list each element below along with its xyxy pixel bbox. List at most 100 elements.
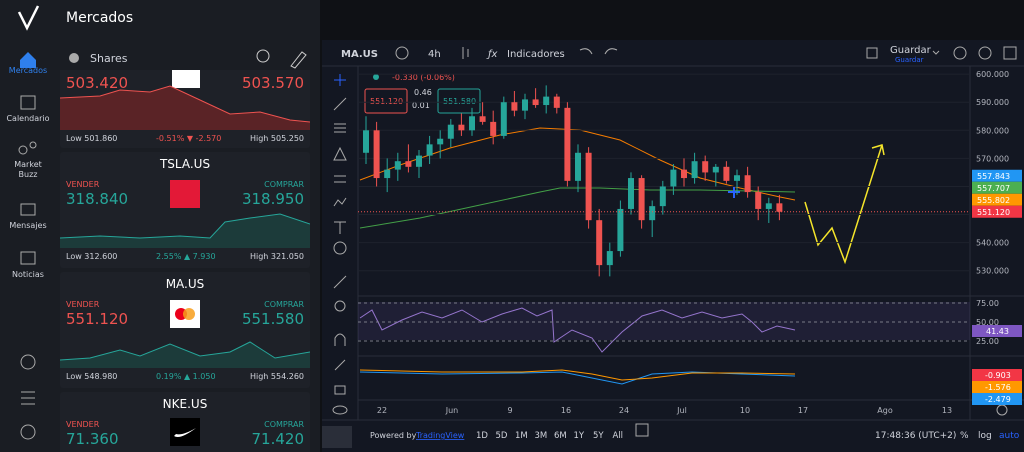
sell-price: 551.120 [370, 97, 403, 106]
nav-item[interactable]: Mensajes [9, 221, 47, 230]
candle-body [585, 152, 592, 221]
tool-magnet[interactable] [334, 333, 346, 346]
time-label: 24 [619, 406, 629, 415]
range-button[interactable]: 6M [554, 431, 567, 441]
rsi-badge-label: 41.43 [986, 327, 1009, 336]
nav-item[interactable]: Noticias [12, 270, 44, 279]
percent-toggle[interactable]: % [960, 431, 969, 441]
tool-eye[interactable] [332, 405, 348, 415]
nav-item[interactable]: Market Buzz [14, 160, 42, 179]
spread: 0.46 [414, 88, 432, 97]
tool-lock[interactable] [334, 385, 346, 395]
range-button[interactable]: 5Y [593, 431, 604, 441]
auto-toggle[interactable]: auto [999, 431, 1020, 441]
rsi-tick-label: 50.00 [976, 318, 999, 327]
tool-brush[interactable] [333, 197, 347, 207]
icon-layout[interactable] [866, 47, 878, 59]
save[interactable]: Guardar [890, 45, 932, 56]
candle-body [522, 99, 528, 111]
tool-pencil[interactable] [334, 359, 346, 371]
candle-body [490, 121, 497, 136]
range-button[interactable]: 5D [496, 431, 508, 441]
tool-line[interactable] [333, 97, 347, 111]
sell-box[interactable] [364, 88, 408, 114]
icon-calendar [20, 95, 36, 110]
candle-body [691, 161, 698, 179]
nav-item[interactable]: Calendario [6, 114, 50, 123]
icon-alert[interactable] [953, 46, 967, 60]
time-label: 9 [507, 406, 512, 415]
card[interactable]: 503.420 503.570 Low 501.860 -0.51% ▼ -2.… [60, 70, 310, 148]
tool-fib[interactable] [334, 175, 346, 183]
price-change: -0.330 (-0.06%) [392, 73, 455, 82]
icon-search[interactable] [256, 49, 270, 63]
icon-chevron[interactable] [932, 50, 940, 55]
range-button[interactable]: 1M [515, 431, 528, 441]
buy-box[interactable] [437, 88, 481, 114]
icon-candles[interactable] [462, 47, 469, 59]
sidebar: Mercados Calendario Market Buzz Mensajes… [0, 0, 56, 452]
range-button[interactable]: 1D [476, 431, 488, 441]
price-badge-label: 557.843 [977, 172, 1010, 181]
icon-edit[interactable] [290, 51, 307, 69]
range-button[interactable]: 1Y [574, 431, 585, 441]
range-button[interactable]: All [613, 431, 624, 441]
drawing-tools [332, 46, 1017, 437]
candle-body [776, 203, 783, 212]
candle-body [712, 166, 719, 173]
line [60, 85, 310, 123]
tool-ruler[interactable] [333, 275, 347, 289]
tool-cross[interactable] [334, 74, 346, 86]
icon-settings[interactable] [978, 46, 992, 60]
macd-badge-label: -1.576 [985, 383, 1011, 392]
price-badge-label: 557.707 [977, 184, 1010, 193]
time-label: 22 [377, 406, 387, 415]
macd-badge [972, 369, 1022, 381]
high: High 321.050 [249, 252, 304, 261]
candle-body [564, 107, 571, 181]
card[interactable]: TSLA.US VENDER COMPRAR 318.840 318.950 L… [60, 152, 310, 268]
candle-body [511, 102, 518, 111]
log-toggle[interactable]: log [978, 431, 992, 441]
icon-fullscreen[interactable] [1003, 46, 1017, 60]
candle-body [734, 175, 740, 181]
icon-buzz [18, 145, 28, 155]
icon-settings[interactable] [21, 391, 35, 405]
tool-emoji[interactable] [333, 241, 347, 255]
candle-body [638, 178, 645, 221]
icon-add[interactable] [395, 46, 409, 60]
tool-pattern[interactable] [333, 146, 347, 161]
brand-link[interactable]: TradingView [415, 431, 465, 440]
card[interactable]: MA.US VENDER COMPRAR 551.120 551.580 Low… [60, 272, 310, 388]
icon-undo[interactable] [579, 48, 618, 55]
tool-lines[interactable] [334, 123, 346, 133]
low: Low 312.600 [66, 252, 118, 261]
collapse-button[interactable] [322, 426, 352, 448]
icon-help[interactable] [20, 424, 36, 440]
chart-bg [322, 40, 1024, 452]
price-tick-label: 540.000 [976, 239, 1009, 248]
change-abs: 7.930 [192, 252, 216, 261]
nav-item[interactable]: Mercados [8, 66, 48, 75]
rsi-tick-label: 25.00 [976, 337, 999, 346]
low: Low 501.860 [66, 134, 118, 143]
tool-text[interactable] [334, 221, 346, 234]
icon-theme[interactable] [20, 354, 36, 370]
candle-body [532, 99, 539, 106]
indicators[interactable]: Indicadores [507, 49, 565, 60]
candle-body [765, 203, 772, 209]
icon-date[interactable] [635, 423, 649, 437]
card[interactable]: NKE.US VENDER COMPRAR 71.360 71.420 [60, 392, 310, 452]
symbol[interactable]: MA.US [341, 49, 378, 60]
candle-body [596, 220, 603, 266]
range-button[interactable]: 3M [535, 431, 548, 441]
candle-body [405, 161, 412, 167]
price-badge [972, 181, 1022, 194]
candle-body [553, 96, 560, 108]
interval[interactable]: 4h [428, 49, 441, 60]
mini-chart [60, 180, 310, 248]
tool-zoom[interactable] [334, 300, 346, 312]
price-tick-label: 580.000 [976, 126, 1009, 135]
tab-label[interactable]: Shares [90, 52, 128, 65]
